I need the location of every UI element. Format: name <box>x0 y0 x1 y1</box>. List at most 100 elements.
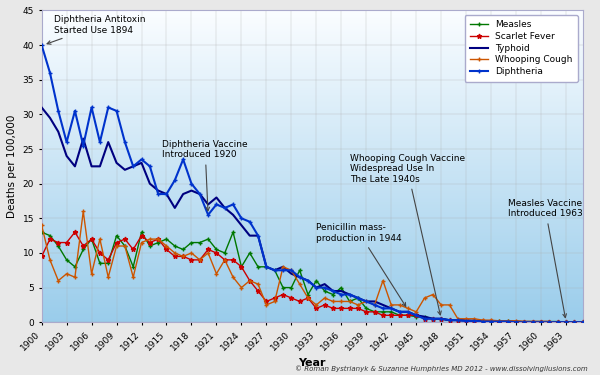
Bar <box>41 101 583 102</box>
Whooping Cough <box>471 316 478 321</box>
Bar <box>41 96 583 98</box>
Text: Diphtheria Vaccine
Introduced 1920: Diphtheria Vaccine Introduced 1920 <box>163 140 248 211</box>
Text: Measles Vaccine
Introduced 1963: Measles Vaccine Introduced 1963 <box>508 199 583 318</box>
Measles <box>579 320 586 324</box>
Bar <box>41 117 583 118</box>
Measles <box>205 237 212 242</box>
Bar <box>41 34 583 35</box>
Bar <box>41 29 583 31</box>
Bar <box>41 224 583 226</box>
Bar <box>41 126 583 128</box>
Scarlet Fever <box>579 320 586 324</box>
Bar <box>41 266 583 268</box>
Bar <box>41 291 583 292</box>
Whooping Cough <box>554 320 562 324</box>
Bar <box>41 21 583 23</box>
Bar <box>41 305 583 307</box>
Text: © Roman Bystrianyk & Suzanne Humphries MD 2012 - www.dissolvingilusions.com: © Roman Bystrianyk & Suzanne Humphries M… <box>295 366 588 372</box>
Whooping Cough <box>179 254 187 259</box>
Bar <box>41 165 583 166</box>
Bar <box>41 92 583 93</box>
Bar <box>41 303 583 305</box>
Bar <box>41 99 583 101</box>
Typhoid <box>546 320 553 324</box>
Bar <box>41 26 583 28</box>
Line: Diphtheria: Diphtheria <box>39 43 585 325</box>
Bar <box>41 226 583 227</box>
Bar <box>41 159 583 160</box>
Bar <box>41 76 583 78</box>
Bar <box>41 171 583 172</box>
Bar <box>41 160 583 162</box>
Bar <box>41 218 583 219</box>
Bar <box>41 279 583 280</box>
Bar <box>41 140 583 141</box>
Bar <box>41 42 583 43</box>
Bar <box>41 280 583 282</box>
Legend: Measles, Scarlet Fever, Typhoid, Whooping Cough, Diphtheria: Measles, Scarlet Fever, Typhoid, Whoopin… <box>464 15 578 82</box>
Bar <box>41 271 583 272</box>
Bar <box>41 202 583 204</box>
Measles <box>571 320 578 324</box>
Bar <box>41 166 583 168</box>
Bar <box>41 260 583 261</box>
Bar <box>41 288 583 290</box>
Bar <box>41 204 583 206</box>
Bar <box>41 222 583 224</box>
Bar <box>41 272 583 274</box>
Bar <box>41 105 583 107</box>
Bar <box>41 261 583 263</box>
Diphtheria <box>512 320 520 324</box>
Bar <box>41 201 583 202</box>
Bar <box>41 307 583 308</box>
Bar <box>41 138 583 140</box>
Bar <box>41 292 583 294</box>
Bar <box>41 94 583 96</box>
Bar <box>41 102 583 104</box>
Bar <box>41 45 583 46</box>
Bar <box>41 59 583 60</box>
Bar <box>41 84 583 85</box>
Bar <box>41 297 583 299</box>
Measles <box>463 318 470 322</box>
Line: Scarlet Fever: Scarlet Fever <box>39 230 585 325</box>
Bar <box>41 67 583 68</box>
Bar <box>41 68 583 70</box>
Bar <box>41 170 583 171</box>
Bar <box>41 53 583 54</box>
Bar <box>41 177 583 179</box>
Text: Penicillin mass-
production in 1944: Penicillin mass- production in 1944 <box>316 223 406 306</box>
Bar <box>41 255 583 257</box>
Bar <box>41 109 583 110</box>
Bar <box>41 285 583 286</box>
Y-axis label: Deaths per 100,000: Deaths per 100,000 <box>7 115 17 218</box>
Bar <box>41 276 583 277</box>
Bar <box>41 176 583 177</box>
Bar <box>41 221 583 222</box>
Bar <box>41 28 583 29</box>
Bar <box>41 172 583 174</box>
Line: Typhoid: Typhoid <box>41 108 583 322</box>
Bar <box>41 248 583 249</box>
Scarlet Fever <box>71 230 79 234</box>
Measles <box>271 268 278 273</box>
Bar <box>41 63 583 65</box>
Bar <box>41 254 583 255</box>
Bar <box>41 151 583 152</box>
Bar <box>41 118 583 120</box>
Bar <box>41 243 583 244</box>
Bar <box>41 252 583 254</box>
Bar <box>41 81 583 82</box>
Line: Measles: Measles <box>39 230 585 325</box>
Bar <box>41 112 583 113</box>
Bar <box>41 48 583 50</box>
Bar <box>41 193 583 194</box>
Bar <box>41 79 583 81</box>
Bar <box>41 318 583 319</box>
Bar <box>41 155 583 157</box>
Bar <box>41 269 583 271</box>
Typhoid <box>271 268 278 273</box>
Bar <box>41 199 583 201</box>
Bar <box>41 233 583 235</box>
Bar <box>41 209 583 210</box>
